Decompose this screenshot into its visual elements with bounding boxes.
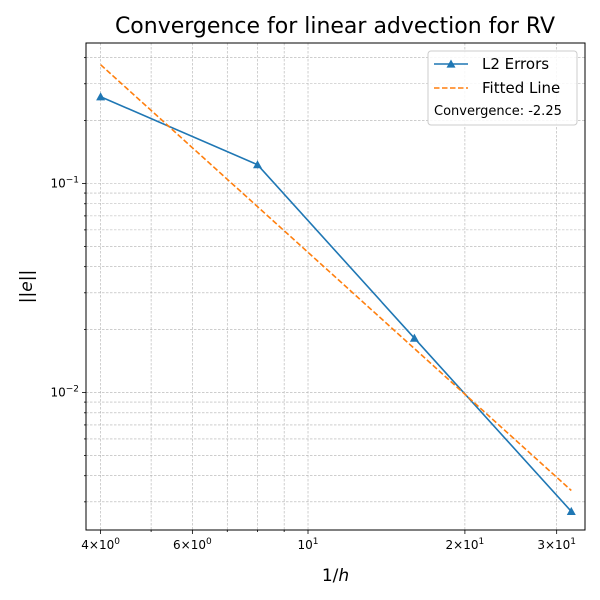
plot-frame: [85, 42, 586, 531]
x-axis-label-text: 1/h: [322, 566, 349, 586]
series-line-0: [100, 96, 572, 512]
chart-title: Convergence for linear advection for RV: [115, 14, 555, 39]
x-tick-label: 6×100: [173, 537, 212, 552]
x-axis-label: 1/h: [322, 566, 349, 586]
grid-layer: [86, 43, 585, 530]
series-marker-0: [566, 506, 576, 516]
legend-label-0: L2 Errors: [482, 55, 549, 73]
x-tick-label: 4×100: [81, 537, 120, 552]
legend: L2 Errors Fitted Line Convergence: -2.25: [427, 50, 578, 126]
legend-box: [427, 50, 578, 126]
series-marker-0: [252, 160, 262, 169]
y-tick-label: 10−1: [50, 175, 79, 190]
x-tick-label: 101: [297, 537, 318, 552]
series-layer: [96, 64, 576, 516]
legend-label-1: Fitted Line: [482, 79, 560, 97]
series-line-1: [100, 64, 572, 492]
series-marker-0: [96, 92, 106, 101]
y-axis-label-text: ||e||: [17, 270, 37, 303]
ticks-layer: 4×100 6×100 101 2×101 3×101 10−1 10−2: [50, 57, 576, 552]
convergence-annotation: Convergence: -2.25: [434, 104, 562, 119]
x-tick-label: 2×101: [446, 537, 485, 552]
x-tick-label: 3×101: [537, 537, 576, 552]
y-tick-label: 10−2: [50, 385, 79, 400]
y-axis-label: ||e||: [17, 270, 37, 303]
series-marker-0: [409, 333, 419, 342]
legend-marker-0: [446, 59, 456, 68]
